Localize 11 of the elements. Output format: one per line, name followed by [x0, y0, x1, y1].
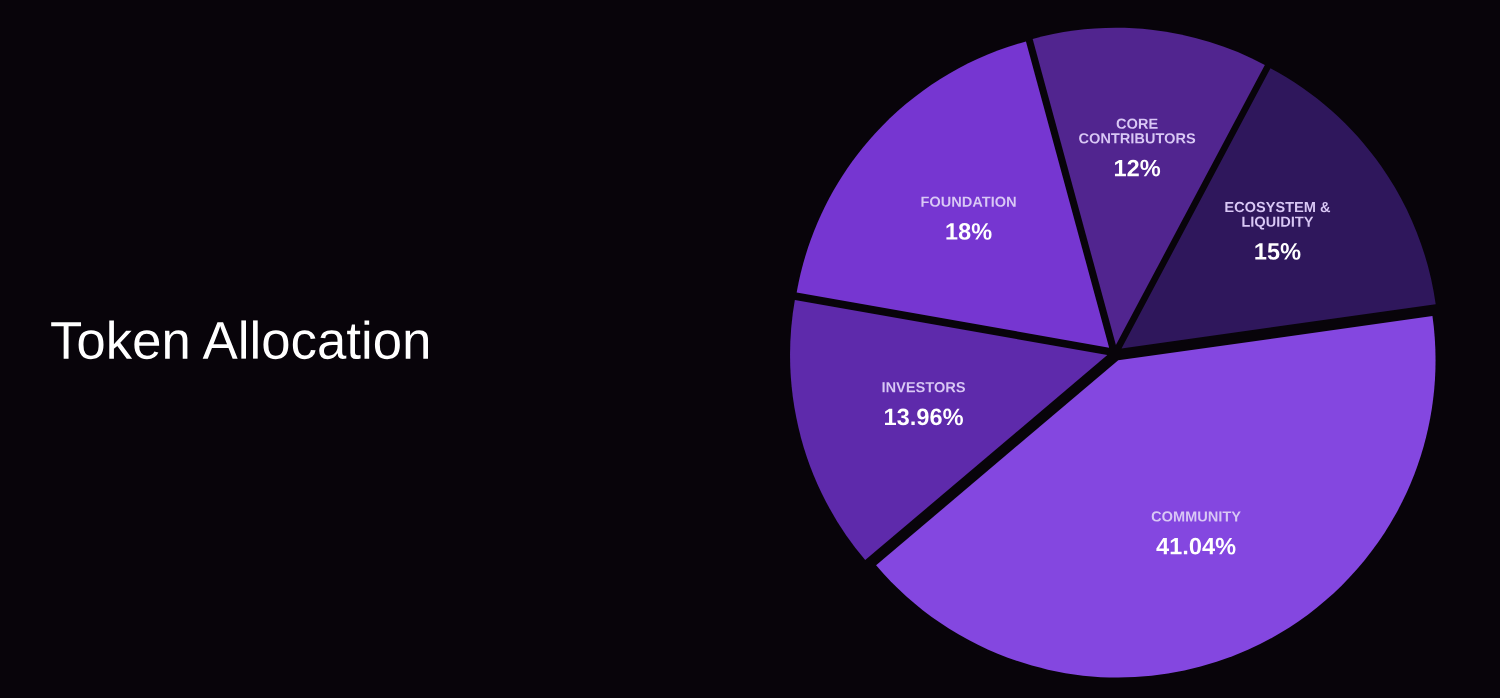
slice-label: CORE CONTRIBUTORS: [1079, 118, 1196, 144]
slice-label: FOUNDATION: [921, 196, 1016, 207]
data-label: 13.96%: [885, 408, 963, 426]
data-label: 12%: [1114, 159, 1161, 177]
data-label: 18%: [946, 223, 992, 240]
data-label: 41.04%: [1156, 537, 1236, 555]
slice-label: COMMUNITY: [1151, 511, 1241, 522]
text: Token Allocation: [51, 320, 428, 360]
data-label: 15%: [1255, 243, 1301, 260]
slice-label: INVESTORS: [882, 382, 965, 393]
slice-label: ECOSYSTEM & LIQUIDITY: [1225, 201, 1331, 230]
